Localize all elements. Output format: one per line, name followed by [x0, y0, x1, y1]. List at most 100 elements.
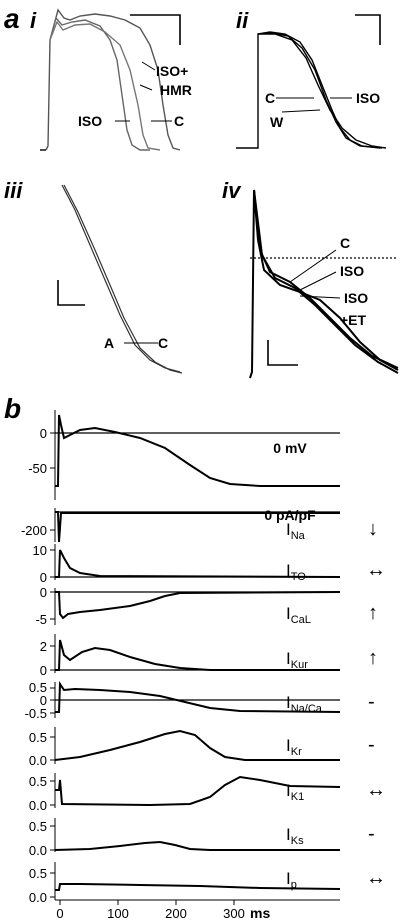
iks-tick-0p5: 0.5 [29, 819, 47, 834]
a-i-label-leaders [115, 61, 172, 122]
current-i-ikur: I [286, 649, 291, 668]
row-ito: 10 0 [33, 543, 341, 585]
current-i-ical: I [286, 604, 291, 623]
panel-a-i-traces [40, 8, 181, 151]
panel-b-letter: b [4, 393, 21, 424]
panel-a-letter: a [4, 3, 20, 34]
scale-bar-a-iv [267, 340, 298, 366]
ik1-tick-0p5: 0.5 [29, 774, 47, 789]
current-label-inaca: INa/Ca [286, 693, 323, 715]
ip-tick-0: 0.0 [29, 890, 47, 905]
ip-tick-0p5: 0.5 [29, 866, 47, 881]
ina-zero-label: 0 pA/pF [264, 507, 316, 523]
panel-a-ii-traces [236, 31, 387, 149]
inaca-tick-0p5: 0.5 [29, 680, 47, 695]
x-unit: ms [250, 905, 270, 921]
current-i-ip: I [286, 869, 291, 888]
a-i-label-iso: ISO [78, 113, 102, 129]
a-ii-label-leaders [276, 97, 352, 113]
ikr-trace [54, 729, 340, 761]
x-tick-100: 100 [107, 906, 129, 921]
ik1-trace [55, 775, 341, 807]
a-iv-label-iso: ISO [340, 263, 364, 279]
current-sub-ical: CaL [291, 614, 311, 626]
a-iii-label-c: C [158, 335, 168, 351]
ip-trace [55, 883, 341, 891]
current-i-ikr: I [286, 736, 291, 755]
current-i-ito: I [286, 561, 291, 580]
a-iv-label-c: C [340, 235, 350, 251]
a-i-label-c: C [174, 113, 184, 129]
arrow-iks: - [368, 823, 375, 845]
iks-tick-0: 0.0 [29, 843, 47, 858]
current-label-ik1: IK1 [286, 781, 304, 803]
inaca-tick-minus0p5: -0.5 [25, 706, 47, 721]
current-label-ip: Ip [286, 869, 297, 891]
x-tick-0: 0 [56, 906, 63, 921]
panel-a-iv-label: iv [222, 178, 242, 203]
current-label-ikr: IKr [286, 736, 302, 758]
vm-tick-0: 0 [40, 426, 47, 441]
x-tick-200: 200 [165, 906, 187, 921]
current-sub-ik1: K1 [291, 791, 304, 803]
panel-a-iii-traces [61, 184, 183, 374]
current-sub-ikr: Kr [291, 746, 302, 758]
current-sub-ikur: Kur [291, 659, 308, 671]
current-sub-ip: p [291, 879, 297, 891]
x-tick-300: 300 [223, 906, 245, 921]
vm-trace [55, 414, 340, 487]
arrow-ik1: ↔ [366, 779, 386, 801]
panel-a-ii-label: ii [236, 8, 249, 33]
iks-trace [54, 840, 340, 851]
current-label-iks: IKs [286, 825, 304, 847]
ito-tick-10: 10 [33, 543, 47, 558]
a-i-label-iso-hmr-1: ISO+ [156, 63, 188, 79]
ik1-tick-0: 0.0 [29, 798, 47, 813]
ina-trace [55, 511, 340, 543]
current-label-ikur: IKur [286, 649, 308, 671]
a-iv-label-iso-et-1: ISO [344, 290, 368, 306]
inaca-tick-0: 0 [40, 693, 47, 708]
current-i-ina: I [286, 520, 291, 539]
scale-bar-a-iii [57, 280, 85, 306]
current-i-ik1: I [286, 781, 291, 800]
ikur-tick-0: 0 [40, 663, 47, 678]
current-label-ical: ICaL [286, 604, 311, 626]
a-ii-label-c: C [265, 90, 275, 106]
row-ina: -200 0 pA/pF [21, 507, 340, 543]
a-iv-label-leaders [289, 249, 341, 299]
current-label-ito: ITO [286, 561, 306, 583]
ical-tick-minus5: -5 [35, 612, 47, 627]
a-iii-label-a: A [104, 335, 114, 351]
row-inaca: 0.5 0 -0.5 [25, 680, 341, 721]
arrow-ikur: ↑ [368, 647, 378, 669]
arrow-ip: ↔ [366, 867, 386, 889]
panel-a-iii-label: iii [4, 178, 23, 203]
ito-trace [55, 549, 341, 578]
row-ip: 0.5 0.0 [29, 862, 341, 905]
ical-trace [55, 591, 341, 620]
current-sub-ina: Na [291, 530, 306, 542]
vm-tick-minus50: -50 [28, 461, 47, 476]
ikr-tick-0: 0.0 [29, 753, 47, 768]
current-labels: INa ↓ ITO ↔ ICaL ↑ IKur ↑ INa/Ca - IKr -… [286, 518, 386, 891]
row-vm: 0 -50 0 mV [28, 410, 340, 500]
row-iks: 0.5 0.0 [29, 818, 340, 858]
x-axis: 0 100 200 300 ms [55, 899, 340, 921]
vm-zero-label: 0 mV [273, 440, 307, 456]
a-i-label-iso-hmr-2: HMR [160, 82, 192, 98]
arrow-ical: ↑ [368, 602, 378, 624]
row-ikr: 0.5 0.0 [29, 727, 340, 768]
current-label-ina: INa [286, 520, 306, 542]
scale-bar-a-ii [355, 14, 381, 45]
ical-tick-0: 0 [40, 585, 47, 600]
arrow-ikr: - [368, 734, 375, 756]
inaca-trace [55, 680, 341, 713]
ito-tick-0: 0 [40, 570, 47, 585]
panel-a-i-label: i [30, 8, 37, 33]
arrow-inaca: - [368, 691, 375, 713]
ikur-trace [55, 639, 340, 671]
ikur-tick-2: 2 [40, 639, 47, 654]
current-i-inaca: I [286, 693, 291, 712]
